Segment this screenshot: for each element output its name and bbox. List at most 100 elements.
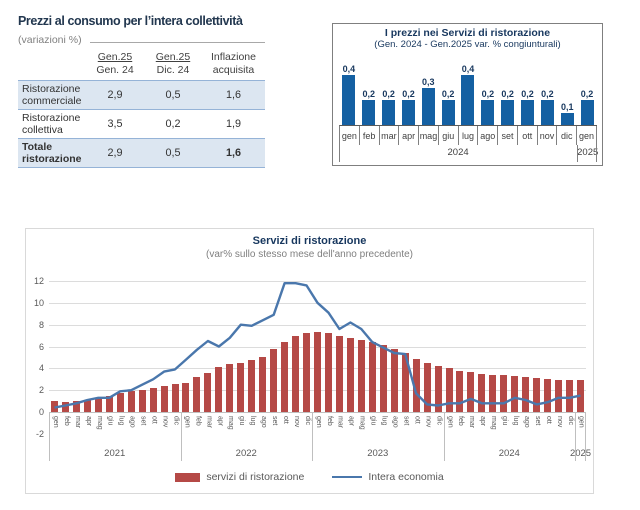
table-cell: 2,9 (107, 89, 123, 101)
main-bar (182, 382, 190, 412)
month-label: set (402, 416, 410, 426)
mini-month-label: apr (399, 126, 420, 145)
gridline (49, 325, 586, 326)
mini-month-label: gen (340, 126, 360, 145)
mini-bar (501, 100, 515, 125)
month-label: apr (216, 416, 224, 427)
mini-bar-value-label: 0,3 (422, 76, 435, 87)
y-axis-label: -2 (35, 428, 44, 439)
year-label: 2022 (235, 448, 257, 459)
month-label: ott (150, 416, 158, 424)
mini-bar (362, 100, 376, 125)
main-bar (270, 348, 278, 412)
mini-bar-value-label: 0,1 (560, 101, 574, 112)
table-corner-cell (18, 51, 86, 77)
y-axis-label: 6 (38, 341, 44, 352)
y-axis-label: 2 (38, 385, 44, 396)
mini-bar (421, 87, 435, 125)
row-label: Ristorazione commerciale (22, 83, 82, 107)
main-bar (237, 362, 245, 412)
price-table-header: Gen.25 Gen. 24 Gen.25 Dic. 24 Inflazione acqu… (18, 51, 265, 80)
month-label: ago (128, 416, 136, 428)
legend-item-bars: servizi di ristorazione (175, 471, 304, 483)
main-bar (215, 367, 223, 412)
month-label: mar (468, 416, 476, 429)
main-bar (127, 391, 135, 412)
main-bar (171, 383, 179, 412)
line-series-swatch (332, 475, 363, 479)
column-header-top: Gen.25 (155, 51, 191, 63)
main-bar (149, 387, 157, 412)
year-boundary-tick (585, 413, 586, 461)
month-label: nov (555, 416, 563, 428)
mini-bar-slot: 0,2 (478, 51, 498, 125)
main-bar (259, 357, 267, 412)
mini-bar-value-label: 0,2 (362, 89, 376, 99)
month-label: giu (369, 416, 377, 426)
month-label: feb (325, 416, 333, 426)
mini-chart-subtitle: (Gen. 2024 - Gen.2025 var. % congiuntura… (374, 39, 561, 50)
main-bar (357, 339, 365, 412)
mini-month-label: ott (518, 126, 538, 145)
month-label: lug (249, 416, 257, 426)
mini-month-label: mag (419, 126, 439, 145)
main-bar (511, 375, 519, 412)
main-bar (445, 368, 453, 412)
mini-bar-slot: 0,1 (557, 51, 577, 125)
main-bar (555, 380, 563, 412)
y-axis-label: 4 (38, 363, 44, 374)
main-chart-year-axis: 2021 2022 2023 2024 2025 (49, 448, 591, 462)
column-header-bottom: Dic. 24 (156, 64, 190, 76)
table-cell: 1,6 (225, 147, 241, 159)
mini-bar-value-label: 0,2 (481, 89, 495, 99)
table-cell: 1,6 (225, 89, 241, 101)
month-label: set (139, 416, 147, 426)
main-bar (138, 390, 146, 412)
main-bar (248, 359, 256, 412)
main-bar (368, 342, 376, 412)
mini-chart: I prezzi nei Servizi di ristorazione (Ge… (332, 23, 603, 166)
month-label: giu (106, 416, 114, 426)
mini-bar-slot: 0,2 (438, 51, 458, 125)
y-axis-label: 0 (38, 407, 44, 417)
main-bar (61, 402, 69, 412)
main-bar (83, 400, 91, 412)
main-bar (281, 342, 289, 412)
mini-month-label: gen (577, 126, 597, 145)
month-label: feb (457, 416, 465, 426)
month-label: ott (281, 416, 289, 424)
row-label: Totale ristorazione (22, 141, 82, 165)
table-cell: 0,2 (165, 118, 181, 130)
mini-bar-value-label: 0,2 (402, 89, 415, 99)
mini-bar-slot: 0,3 (418, 51, 438, 125)
month-label: set (533, 416, 541, 426)
month-label: giu (501, 416, 509, 426)
year-label: 2023 (367, 448, 389, 459)
mini-bar-value-label: 0,2 (580, 89, 594, 99)
main-bar (94, 397, 102, 412)
row-label: Ristorazione collettiva (22, 112, 81, 136)
month-label: dic (172, 416, 180, 425)
year-boundary-tick (312, 413, 314, 461)
month-label: gen (183, 416, 191, 428)
main-bar (160, 385, 168, 412)
year-boundary-tick (443, 413, 445, 461)
month-label: set (271, 416, 279, 426)
month-label: lug (511, 416, 519, 426)
month-label: dic (303, 416, 311, 425)
main-bar (566, 380, 574, 412)
column-header-bottom: Gen. 24 (96, 64, 134, 76)
year-label: 2021 (104, 448, 126, 459)
month-label: apr (84, 416, 92, 427)
mini-bar-slot: 0,4 (339, 51, 359, 125)
table-row: Ristorazione collettiva 3,5 0,2 1,9 (18, 109, 265, 138)
main-bar (303, 333, 311, 412)
mini-bar-value-label: 0,2 (521, 89, 534, 99)
table-cell: 3,5 (107, 118, 123, 130)
month-label: nov (161, 416, 169, 428)
mini-chart-year-axis: 2024 2025 (339, 145, 598, 164)
mini-month-label: lug (459, 126, 479, 145)
month-label: nov (292, 416, 300, 428)
column-header-bottom: acquisita (212, 64, 255, 76)
table-column-header: Gen.25 Dic. 24 (144, 51, 202, 77)
